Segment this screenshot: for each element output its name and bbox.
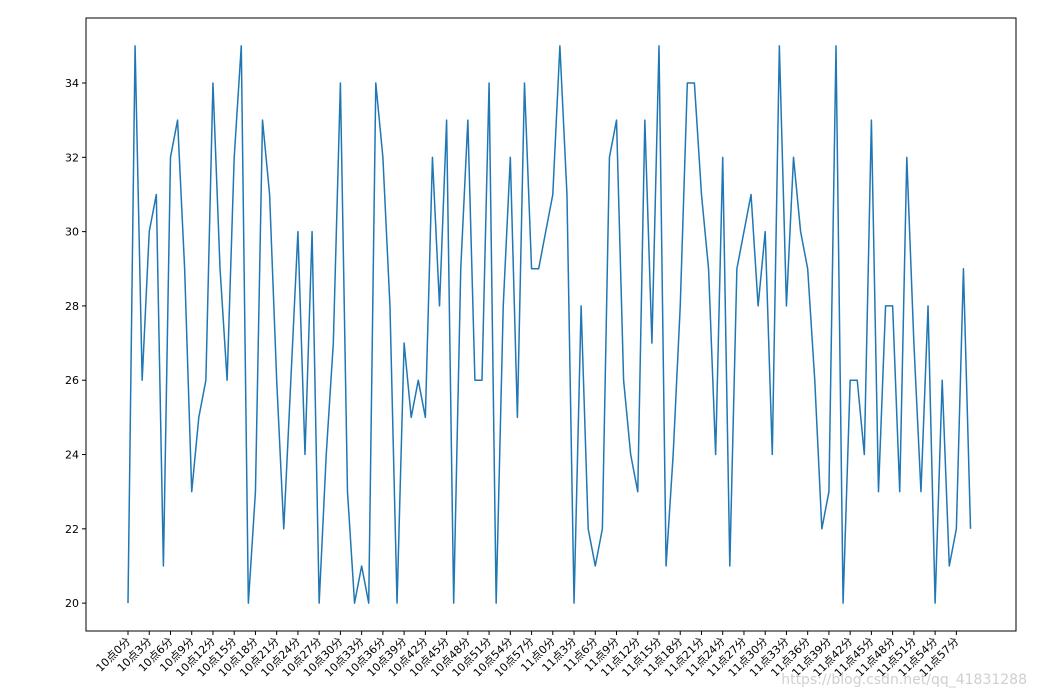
y-tick-label: 20 [65,597,79,610]
y-tick-label: 30 [65,226,79,239]
y-tick-label: 34 [65,77,79,90]
x-axis: 10点0分10点3分10点6分10点9分10点12分10点15分10点18分10… [94,631,961,679]
y-axis: 20 22 24 26 28 30 32 34 [65,77,86,610]
y-tick-label: 32 [65,151,79,164]
series-line [127,45,972,604]
y-tick-label: 24 [65,449,79,462]
plot-area [85,17,1017,632]
y-tick-label: 28 [65,300,79,313]
watermark-text: https://blog.csdn.net/qq_41831288 [781,672,1027,688]
y-tick-label: 26 [65,374,79,387]
y-tick-label: 22 [65,523,79,536]
